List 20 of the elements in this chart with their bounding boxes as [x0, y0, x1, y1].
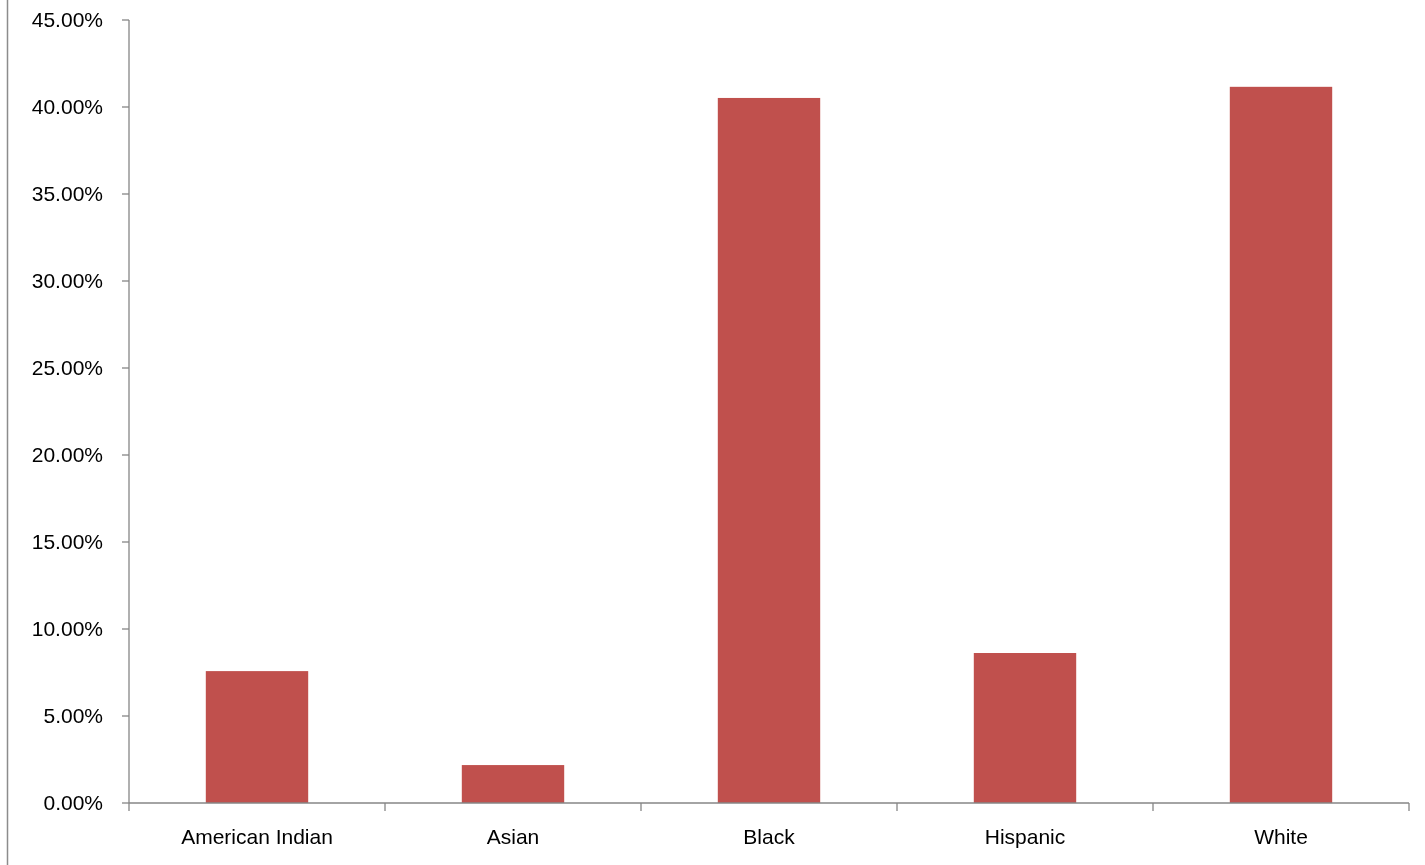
x-tick-label: Black — [743, 825, 796, 849]
bar — [717, 97, 821, 803]
x-tick-label: Hispanic — [984, 825, 1066, 849]
x-tick-label: White — [1254, 825, 1308, 849]
x-tick-label: Asian — [486, 825, 540, 849]
y-tick-label: 15.00% — [31, 530, 103, 554]
y-tick-label: 5.00% — [43, 704, 103, 728]
y-tick-label: 45.00% — [31, 8, 103, 32]
x-tick-label: American Indian — [181, 825, 333, 849]
y-tick-label: 0.00% — [43, 791, 103, 815]
bar — [1229, 86, 1333, 803]
bar — [973, 653, 1077, 803]
bar — [205, 671, 309, 803]
y-tick-label: 30.00% — [31, 269, 103, 293]
y-tick-label: 20.00% — [31, 443, 103, 467]
y-tick-label: 40.00% — [31, 95, 103, 119]
bar — [461, 765, 565, 803]
y-tick-label: 35.00% — [31, 182, 103, 206]
y-tick-label: 25.00% — [31, 356, 103, 380]
y-tick-label: 10.00% — [31, 617, 103, 641]
